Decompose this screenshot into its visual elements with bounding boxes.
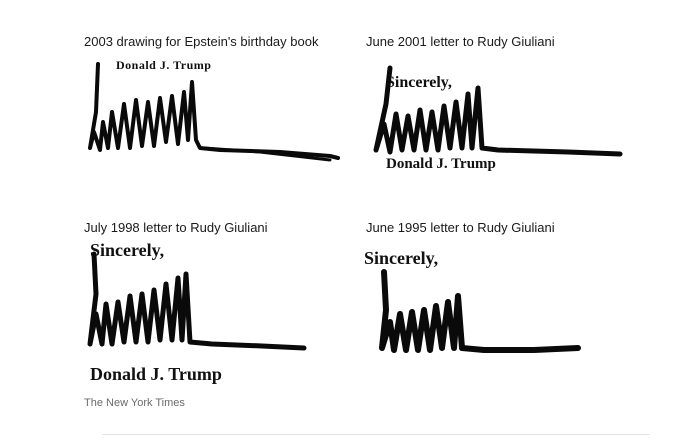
source-credit: The New York Times bbox=[84, 397, 185, 409]
panel-2-typed-name: Donald J. Trump bbox=[386, 156, 496, 172]
panel-2-closing: Sincerely, bbox=[386, 74, 452, 91]
panel-4-caption: June 1995 letter to Rudy Giuliani bbox=[366, 220, 555, 235]
bottom-divider bbox=[102, 434, 650, 435]
signature-2003 bbox=[88, 62, 340, 162]
panel-1-typed-name: Donald J. Trump bbox=[116, 58, 212, 72]
panel-2-caption: June 2001 letter to Rudy Giuliani bbox=[366, 34, 555, 49]
panel-3-typed-name: Donald J. Trump bbox=[90, 364, 222, 384]
panel-3-caption: July 1998 letter to Rudy Giuliani bbox=[84, 220, 268, 235]
signature-1995 bbox=[379, 269, 581, 353]
panel-1-caption: 2003 drawing for Epstein's birthday book bbox=[84, 34, 319, 49]
signature-1998 bbox=[87, 251, 307, 351]
panel-3-closing: Sincerely, bbox=[90, 240, 165, 260]
signature-2001 bbox=[373, 65, 623, 157]
panel-4-closing: Sincerely, bbox=[364, 248, 439, 268]
